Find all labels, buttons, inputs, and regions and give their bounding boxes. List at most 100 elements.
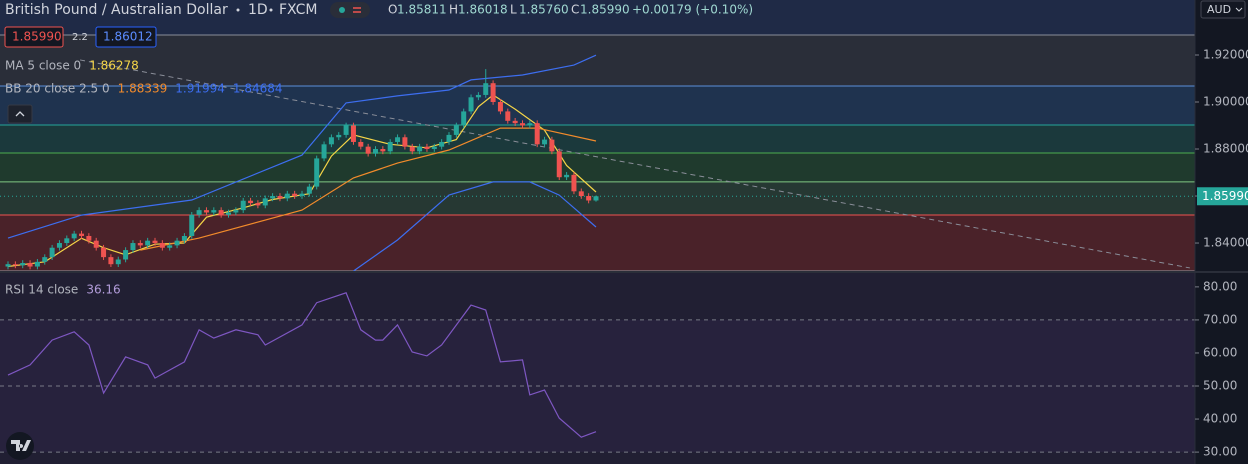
candle-body [461, 111, 467, 126]
candle-body [512, 120, 518, 124]
candle-body [336, 134, 342, 138]
candle-body [571, 174, 577, 192]
candle-body [578, 191, 584, 197]
y-tick-label: 50.00 [1203, 379, 1237, 393]
source: FXCM [279, 2, 317, 18]
candle-body [123, 250, 129, 260]
y-tick-label: 1.92000 [1203, 47, 1248, 61]
candle-body [93, 240, 99, 248]
candle-body [79, 233, 85, 236]
level-zone [0, 153, 1195, 182]
axis-area [1195, 0, 1248, 464]
interval: 1D [248, 2, 268, 18]
status-dot [339, 7, 345, 13]
candle-body [306, 186, 312, 194]
candle-body [534, 123, 540, 145]
candle-body [446, 134, 452, 142]
last-price-label: 1.85990 [1202, 189, 1248, 203]
market-status[interactable] [330, 2, 370, 18]
candle-body [71, 233, 77, 239]
candle-body [115, 259, 121, 265]
candle-body [203, 210, 209, 213]
candle-body [490, 83, 496, 103]
rsi-value: 36.16 [86, 283, 120, 297]
y-tick-label: 60.00 [1203, 345, 1237, 359]
candle-body [262, 198, 268, 206]
quote-key: C [571, 3, 579, 17]
candle-body [468, 97, 474, 112]
quote-key: L [510, 3, 517, 17]
separator [236, 8, 240, 12]
candle-body [240, 200, 246, 211]
candle-body [101, 247, 107, 258]
rsi-label: RSI 14 close [5, 283, 78, 297]
change: +0.00179 (+0.10%) [632, 3, 753, 17]
candle-body [542, 139, 548, 145]
indicator-label: BB 20 close 2.5 0 [5, 82, 110, 96]
collapse-button[interactable] [7, 104, 33, 124]
candle-body [20, 263, 26, 266]
bid-box[interactable] [4, 26, 64, 48]
indicator-line [7, 54, 597, 239]
rsi-pane [0, 273, 1195, 464]
indicator-line [353, 181, 597, 272]
collapse-chevron [15, 111, 25, 117]
candle-body [321, 144, 327, 159]
candle-body [586, 196, 592, 201]
candle-body [292, 193, 298, 197]
quote-key: O [388, 3, 397, 17]
candle-body [145, 240, 151, 246]
logo [11, 440, 31, 451]
candle-body [49, 247, 55, 258]
ask-box[interactable] [95, 26, 157, 48]
candle-body [314, 158, 320, 187]
separator [269, 8, 273, 12]
quote-value: 1.85990 [580, 3, 630, 17]
indicator-line [140, 127, 597, 251]
candle-body [174, 240, 180, 246]
indicator-value: 1.86278 [89, 59, 139, 73]
indicator-label: MA 5 close 0 [5, 59, 81, 73]
candle-body [505, 111, 511, 121]
y-tick-label: 1.88000 [1203, 142, 1248, 156]
level-zone [0, 125, 1195, 154]
candle-body [365, 146, 371, 154]
last-price-tag [1197, 187, 1248, 206]
candle-body [424, 146, 430, 150]
spread: 2.2 [72, 32, 88, 43]
candle-body [483, 83, 489, 95]
candle-body [519, 123, 525, 126]
candle-body [196, 210, 202, 215]
candle-body [556, 151, 562, 178]
candle-body [358, 141, 364, 147]
candle-body [277, 196, 283, 199]
candle-body [328, 137, 334, 145]
candle-body [218, 210, 224, 215]
candle-body [152, 240, 158, 244]
candle-body [395, 137, 401, 142]
candle-body [439, 141, 445, 147]
candle-body [27, 263, 33, 267]
candle-body [497, 102, 503, 112]
candle-body [417, 146, 423, 152]
candle-body [108, 257, 114, 265]
candle-body [189, 214, 195, 236]
candle-body [343, 125, 349, 135]
candle-body [373, 149, 379, 154]
indicator-value: 1.88339 [118, 82, 168, 96]
candle-body [270, 196, 276, 199]
candle-body [431, 146, 437, 150]
y-tick-label: 80.00 [1203, 279, 1237, 293]
quote-value: 1.85811 [397, 3, 447, 17]
y-tick-label: 1.84000 [1203, 236, 1248, 250]
quote-value: 1.85760 [519, 3, 569, 17]
symbol-title: British Pound / Australian Dollar [5, 2, 228, 18]
candle-body [56, 243, 62, 248]
candle-body [130, 243, 136, 251]
y-tick-label: 30.00 [1203, 445, 1237, 459]
y-tick-label: 40.00 [1203, 412, 1237, 426]
candle-body [549, 139, 555, 152]
trendline [79, 59, 1190, 269]
candle-body [255, 203, 261, 206]
currency-button[interactable] [1200, 0, 1246, 19]
